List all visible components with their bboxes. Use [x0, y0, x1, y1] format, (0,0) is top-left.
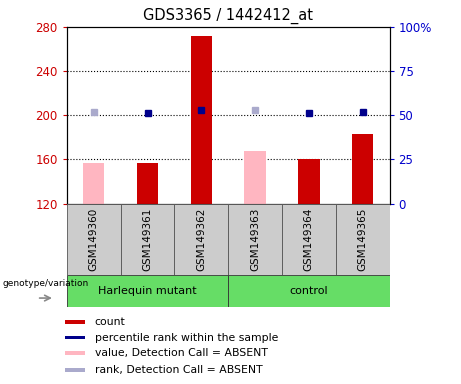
Bar: [298, 159, 319, 204]
Bar: [336, 204, 390, 275]
Text: GSM149363: GSM149363: [250, 207, 260, 271]
Text: percentile rank within the sample: percentile rank within the sample: [95, 333, 278, 343]
Text: GSM149362: GSM149362: [196, 207, 207, 271]
Bar: [65, 351, 85, 355]
Bar: [174, 204, 228, 275]
Text: genotype/variation: genotype/variation: [3, 279, 89, 288]
Bar: [352, 134, 373, 204]
Text: Harlequin mutant: Harlequin mutant: [98, 286, 197, 296]
Text: control: control: [290, 286, 328, 296]
Bar: [121, 204, 174, 275]
Bar: [65, 368, 85, 372]
Bar: [190, 36, 212, 204]
Text: GSM149360: GSM149360: [89, 207, 99, 271]
Text: rank, Detection Call = ABSENT: rank, Detection Call = ABSENT: [95, 365, 262, 375]
Bar: [67, 275, 228, 307]
Bar: [282, 204, 336, 275]
Title: GDS3365 / 1442412_at: GDS3365 / 1442412_at: [143, 8, 313, 24]
Bar: [65, 320, 85, 324]
Bar: [137, 163, 158, 204]
Text: value, Detection Call = ABSENT: value, Detection Call = ABSENT: [95, 348, 267, 358]
Text: GSM149365: GSM149365: [358, 207, 368, 271]
Bar: [228, 204, 282, 275]
Text: count: count: [95, 317, 125, 327]
Text: GSM149364: GSM149364: [304, 207, 314, 271]
Bar: [83, 163, 105, 204]
Text: GSM149361: GSM149361: [142, 207, 153, 271]
Bar: [67, 204, 121, 275]
Bar: [228, 275, 390, 307]
Bar: [244, 151, 266, 204]
Bar: [65, 336, 85, 339]
